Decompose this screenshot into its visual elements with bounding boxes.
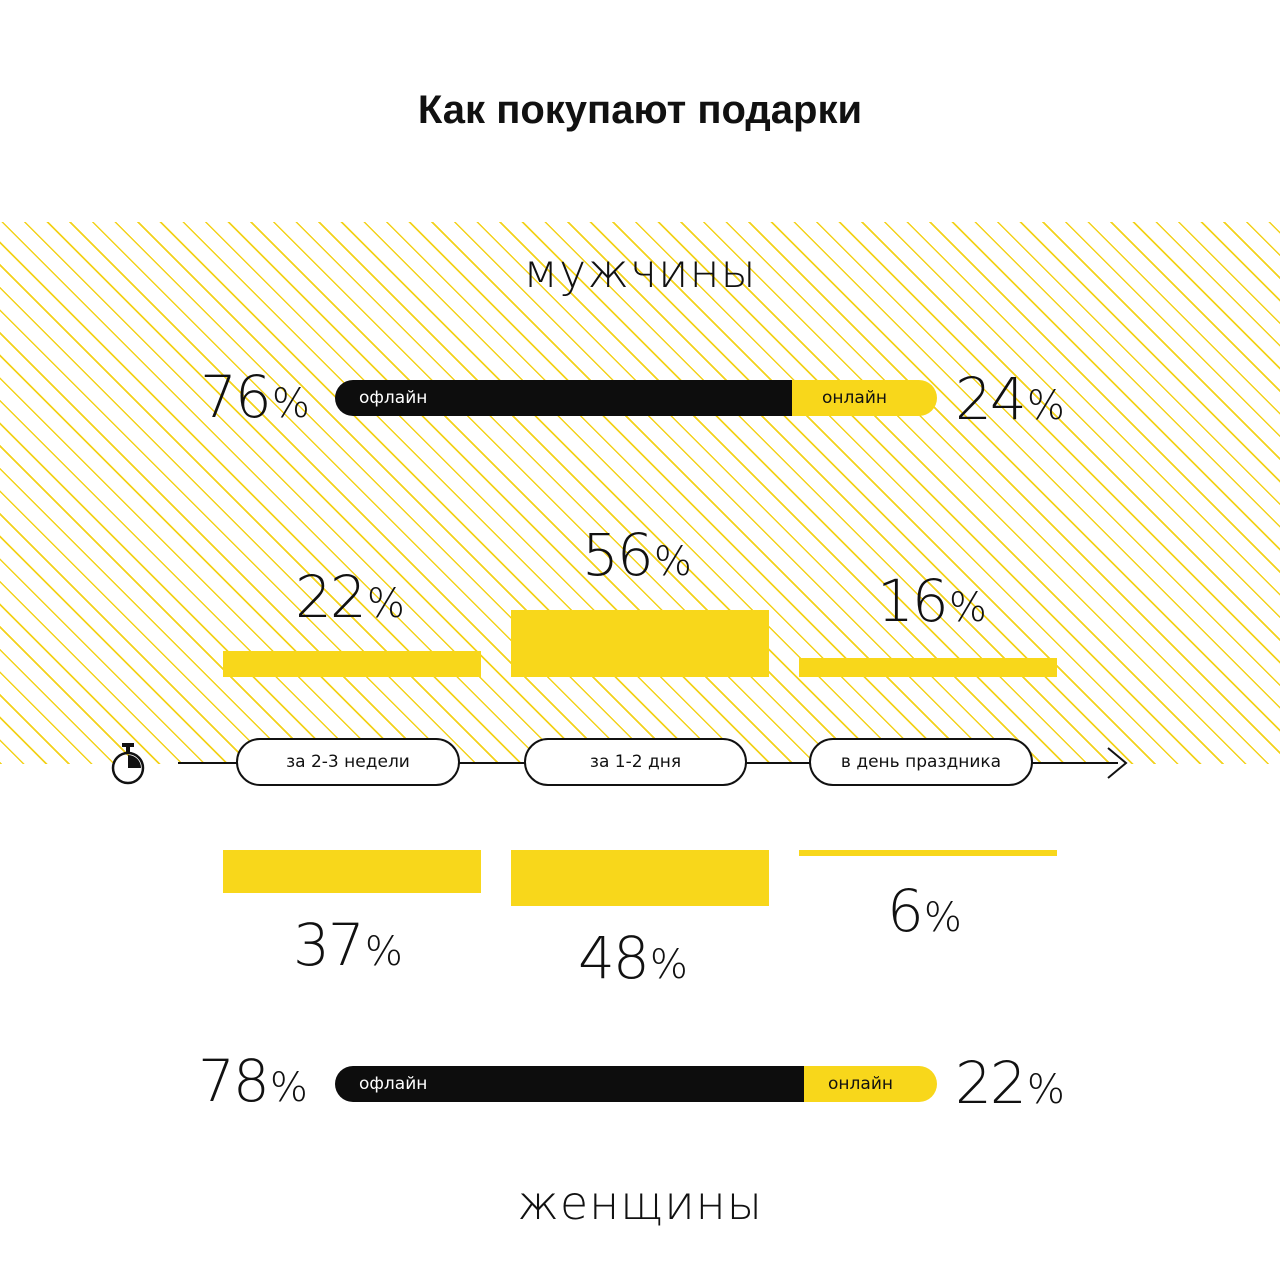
percent-sign: % bbox=[653, 539, 692, 585]
men-label: мужчины bbox=[523, 244, 757, 298]
men-offline-label: офлайн bbox=[359, 388, 428, 408]
men-value-2: 16 bbox=[877, 567, 949, 635]
stopwatch-icon bbox=[110, 742, 148, 786]
percent-sign: % bbox=[1026, 383, 1065, 429]
men-online-segment: онлайн bbox=[792, 380, 937, 416]
timeline-arrow-icon bbox=[1104, 746, 1130, 780]
percent-sign: % bbox=[649, 942, 688, 988]
percent-sign: % bbox=[366, 581, 405, 627]
men-offline-value: 76 bbox=[200, 363, 272, 431]
percent-sign: % bbox=[271, 381, 310, 427]
men-value-1: 56 bbox=[582, 521, 654, 589]
percent-sign: % bbox=[948, 585, 987, 631]
women-bar-0 bbox=[223, 850, 481, 893]
men-online-label: онлайн bbox=[822, 388, 887, 408]
men-bar-0 bbox=[223, 651, 481, 677]
stage-pill-1: за 1-2 дня bbox=[524, 738, 747, 786]
men-channel-bar: офлайн онлайн bbox=[335, 380, 937, 416]
stage-pill-2: в день праздника bbox=[809, 738, 1033, 786]
women-value-1: 48 bbox=[578, 924, 650, 992]
women-channel-bar: офлайн онлайн bbox=[335, 1066, 937, 1102]
women-online-segment: онлайн bbox=[804, 1066, 937, 1102]
women-offline-percent: 78% bbox=[198, 1052, 308, 1110]
women-value-0: 37 bbox=[293, 911, 365, 979]
men-offline-segment: офлайн bbox=[335, 380, 792, 416]
stage-label-1: за 1-2 дня bbox=[589, 752, 682, 772]
women-bar-2 bbox=[799, 850, 1057, 856]
women-value-label-0: 37% bbox=[293, 916, 403, 974]
men-value-label-0: 22% bbox=[295, 568, 405, 626]
women-value-label-1: 48% bbox=[578, 929, 688, 987]
percent-sign: % bbox=[1026, 1067, 1065, 1113]
men-bar-1 bbox=[511, 610, 769, 677]
women-offline-value: 78 bbox=[198, 1047, 270, 1115]
men-value-label-2: 16% bbox=[877, 572, 987, 630]
women-online-value: 22 bbox=[955, 1049, 1027, 1117]
men-bar-2 bbox=[799, 658, 1057, 677]
women-value-label-2: 6% bbox=[887, 882, 962, 940]
women-offline-segment: офлайн bbox=[335, 1066, 804, 1102]
men-hatched-background bbox=[0, 222, 1280, 764]
stage-label-0: за 2-3 недели bbox=[286, 752, 410, 772]
women-value-2: 6 bbox=[887, 877, 924, 945]
women-label: женщины bbox=[517, 1176, 763, 1230]
page-title: Как покупают подарки bbox=[417, 88, 863, 132]
percent-sign: % bbox=[364, 929, 403, 975]
men-online-percent: 24% bbox=[955, 370, 1065, 428]
women-online-percent: 22% bbox=[955, 1054, 1065, 1112]
stage-pill-0: за 2-3 недели bbox=[236, 738, 460, 786]
men-value-label-1: 56% bbox=[582, 526, 692, 584]
women-offline-label: офлайн bbox=[359, 1074, 428, 1094]
stage-label-2: в день праздника bbox=[840, 752, 1002, 772]
percent-sign: % bbox=[923, 895, 962, 941]
men-value-0: 22 bbox=[295, 563, 367, 631]
men-online-value: 24 bbox=[955, 365, 1027, 433]
women-online-label: онлайн bbox=[828, 1074, 893, 1094]
women-bar-1 bbox=[511, 850, 769, 906]
percent-sign: % bbox=[269, 1065, 308, 1111]
men-offline-percent: 76% bbox=[200, 368, 310, 426]
